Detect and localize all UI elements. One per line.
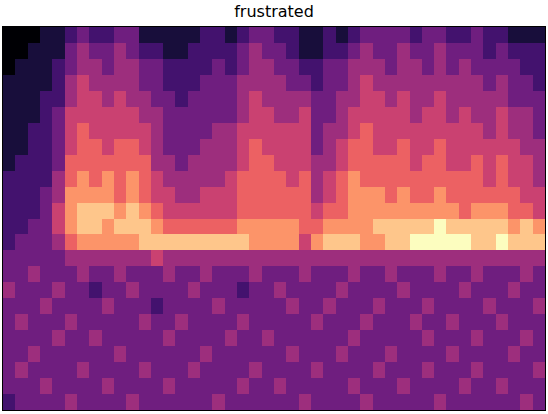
svg-text:frustrated: frustrated xyxy=(234,2,314,21)
